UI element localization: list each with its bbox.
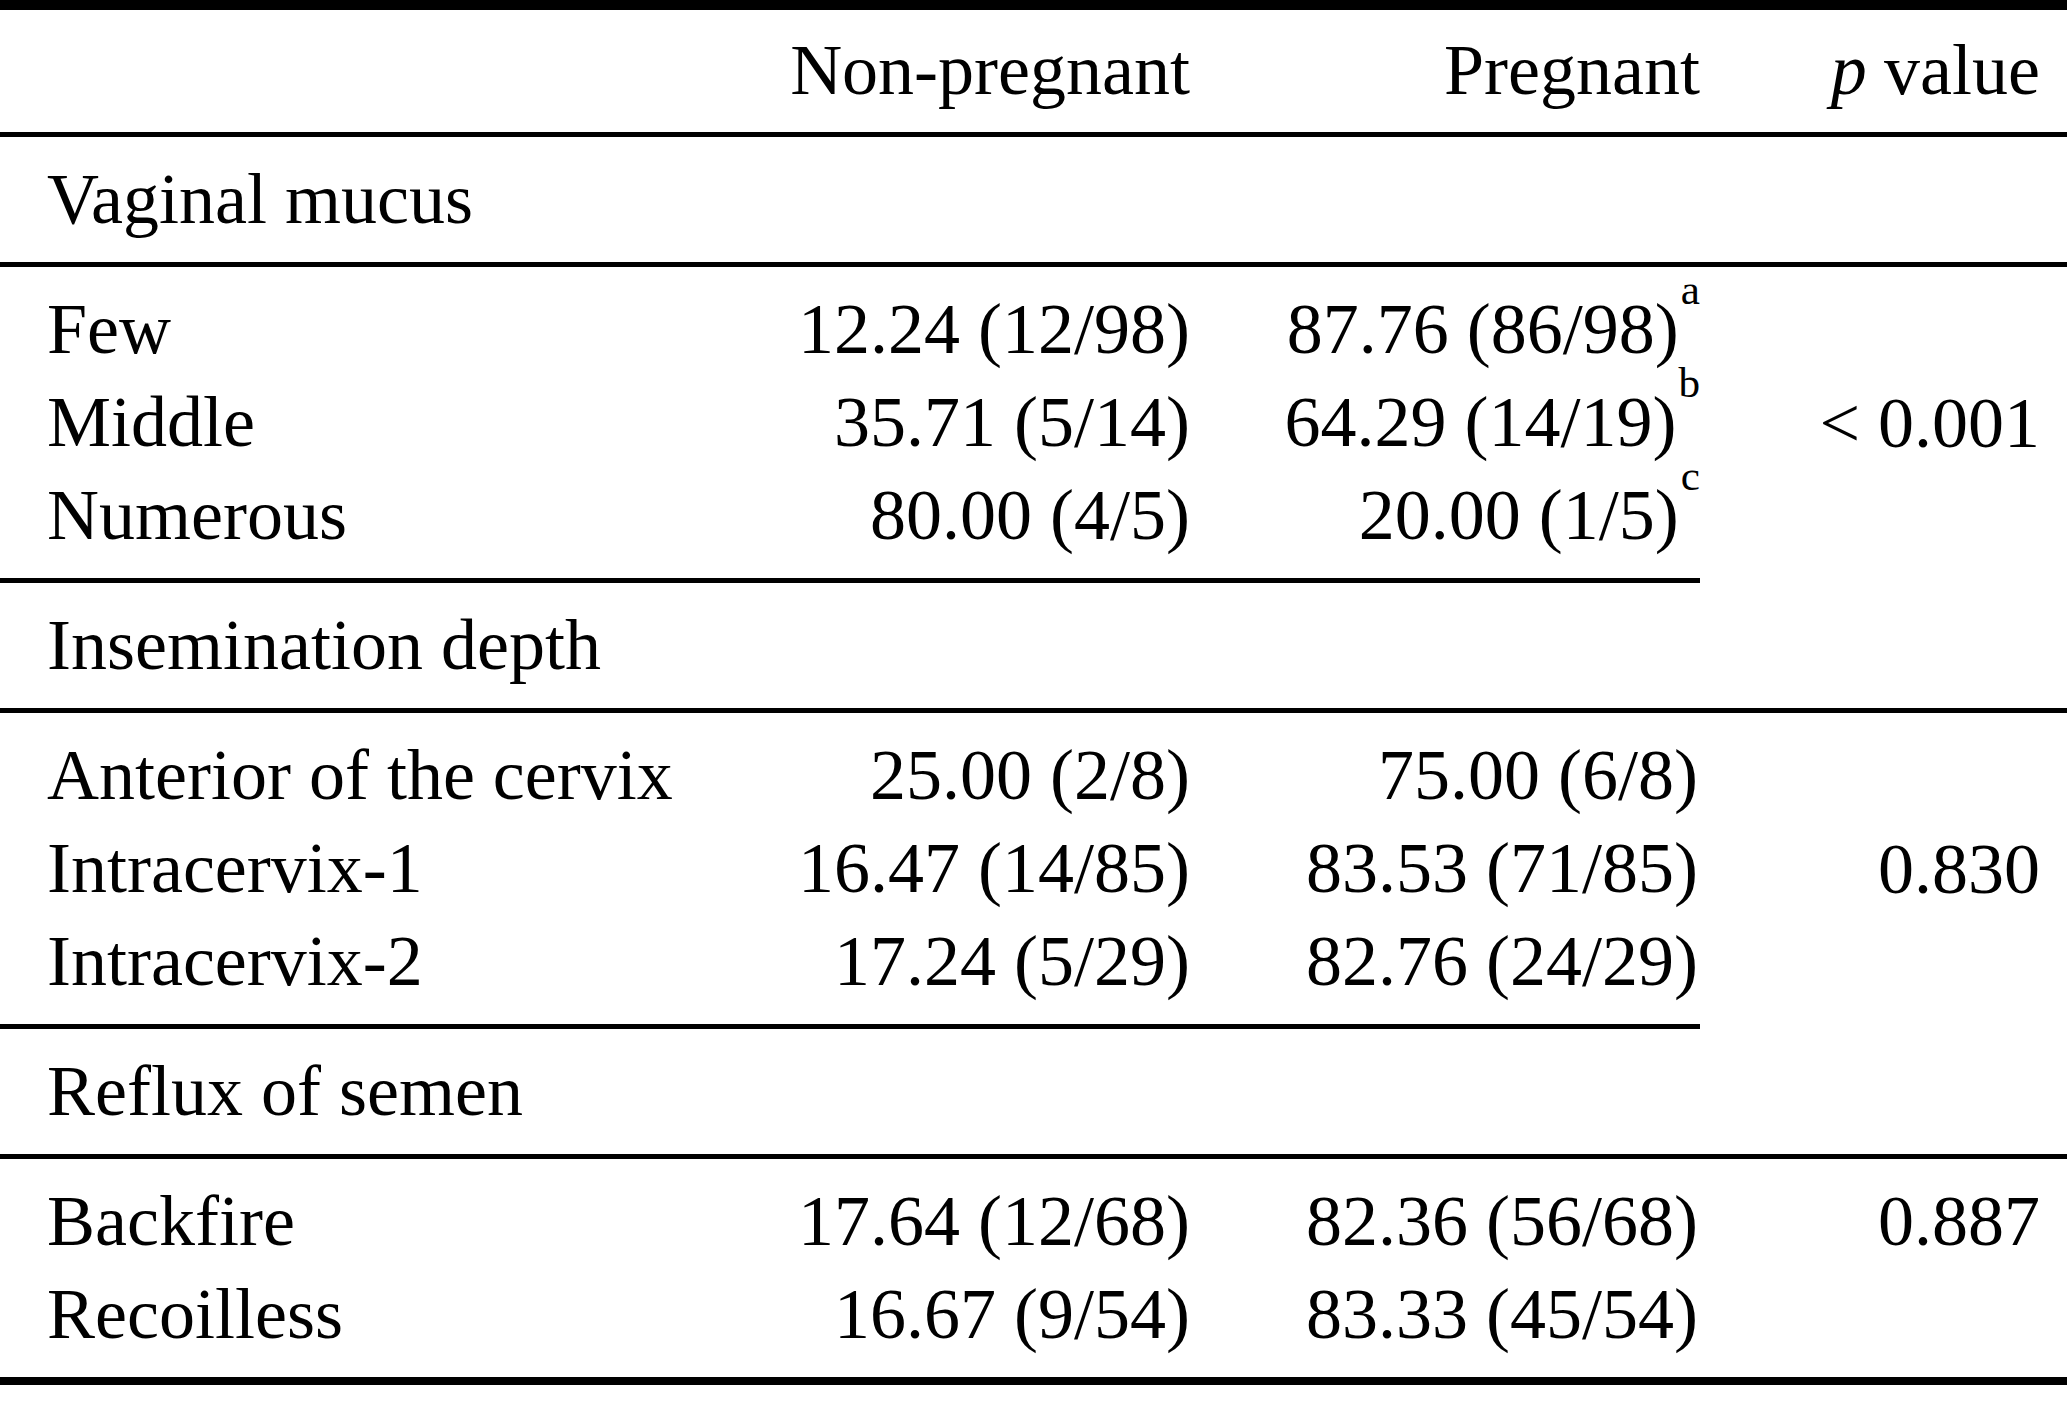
cell-non-pregnant: 12.24 (12/98): [760, 264, 1190, 376]
superscript-note: a: [1681, 266, 1700, 313]
table-header-row: Non-pregnant Pregnant pvalue: [0, 5, 2067, 134]
section-title: Insemination depth: [0, 580, 2067, 710]
table-row: Backfire 17.64 (12/68) 82.36 (56/68) 0.8…: [0, 1156, 2067, 1268]
paper-table-figure: Non-pregnant Pregnant pvalue Vaginal muc…: [0, 0, 2067, 1404]
cell-non-pregnant: 80.00 (4/5): [760, 469, 1190, 581]
cell-pregnant: 83.53 (71/85): [1190, 822, 1700, 915]
cell-pregnant: 75.00 (6/8): [1190, 710, 1700, 822]
superscript-note: b: [1678, 359, 1700, 406]
cell-pregnant: 83.33 (45/54): [1190, 1268, 1700, 1381]
cell-p-value: 0.887: [1700, 1156, 2067, 1381]
row-label: Middle: [0, 376, 760, 469]
cell-non-pregnant: 25.00 (2/8): [760, 710, 1190, 822]
section-title: Reflux of semen: [0, 1026, 2067, 1156]
cell-pregnant: 82.76 (24/29): [1190, 915, 1700, 1027]
pregnant-value: 20.00 (1/5): [1359, 475, 1679, 555]
table-row: Anterior of the cervix 25.00 (2/8) 75.00…: [0, 710, 2067, 822]
col-header-non-pregnant: Non-pregnant: [760, 5, 1190, 134]
cell-non-pregnant: 35.71 (5/14): [760, 376, 1190, 469]
col-header-p-value: pvalue: [1700, 5, 2067, 134]
col-header-pregnant: Pregnant: [1190, 5, 1700, 134]
pregnant-value: 64.29 (14/19): [1284, 382, 1676, 462]
cell-non-pregnant: 16.67 (9/54): [760, 1268, 1190, 1381]
superscript-note: c: [1681, 452, 1700, 499]
results-table: Non-pregnant Pregnant pvalue Vaginal muc…: [0, 0, 2067, 1385]
section-row-insemination-depth: Insemination depth: [0, 580, 2067, 710]
cell-non-pregnant: 17.24 (5/29): [760, 915, 1190, 1027]
cell-non-pregnant: 16.47 (14/85): [760, 822, 1190, 915]
col-header-empty: [0, 5, 760, 134]
row-label: Intracervix-2: [0, 915, 760, 1027]
section-row-vaginal-mucus: Vaginal mucus: [0, 134, 2067, 264]
pregnant-value: 83.33 (45/54): [1306, 1274, 1698, 1354]
cell-pregnant: 87.76 (86/98)a: [1190, 264, 1700, 376]
pregnant-value: 87.76 (86/98): [1287, 289, 1679, 369]
cell-non-pregnant: 17.64 (12/68): [760, 1156, 1190, 1268]
row-label: Intracervix-1: [0, 822, 760, 915]
cell-pregnant: 64.29 (14/19)b: [1190, 376, 1700, 469]
cell-p-value: 0.830: [1700, 710, 2067, 1026]
cell-p-value: < 0.001: [1700, 264, 2067, 580]
pregnant-value: 75.00 (6/8): [1378, 735, 1698, 815]
table-row: Few 12.24 (12/98) 87.76 (86/98)a < 0.001: [0, 264, 2067, 376]
section-title: Vaginal mucus: [0, 134, 2067, 264]
pregnant-value: 82.76 (24/29): [1306, 921, 1698, 1001]
p-italic-label: p: [1831, 30, 1867, 110]
pregnant-value: 83.53 (71/85): [1306, 828, 1698, 908]
section-row-reflux-of-semen: Reflux of semen: [0, 1026, 2067, 1156]
row-label: Backfire: [0, 1156, 760, 1268]
row-label: Few: [0, 264, 760, 376]
row-label: Recoilless: [0, 1268, 760, 1381]
pregnant-value: 82.36 (56/68): [1306, 1181, 1698, 1261]
row-label: Anterior of the cervix: [0, 710, 760, 822]
cell-pregnant: 20.00 (1/5)c: [1190, 469, 1700, 581]
row-label: Numerous: [0, 469, 760, 581]
cell-pregnant: 82.36 (56/68): [1190, 1156, 1700, 1268]
p-value-label: value: [1884, 30, 2040, 110]
